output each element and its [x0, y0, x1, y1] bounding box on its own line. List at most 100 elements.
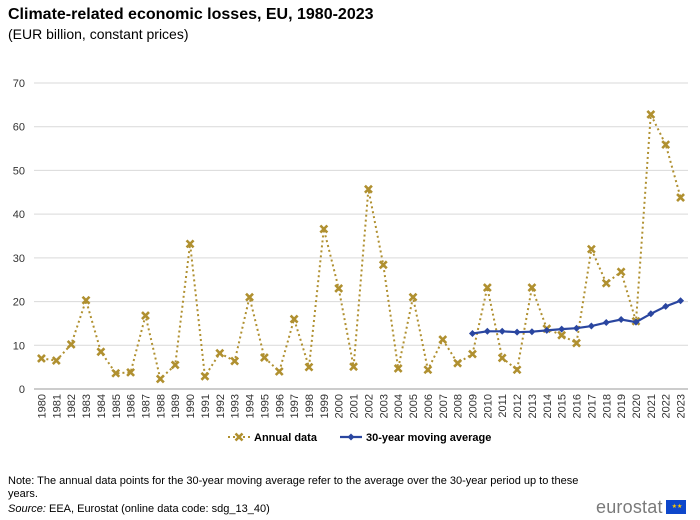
point-marker: [230, 356, 240, 366]
logo-text: eurostat: [596, 496, 663, 517]
data-point-annual: [51, 356, 61, 366]
x-tick-label: 2011: [497, 394, 509, 418]
point-marker: [497, 353, 507, 363]
x-tick-label: 2009: [467, 394, 479, 418]
y-axis-ticks: 0 10 20 30 40 50 60 70: [13, 78, 25, 396]
x-tick-label: 1995: [259, 394, 271, 418]
legend-label-annual: Annual data: [254, 432, 318, 444]
point-marker: [661, 140, 671, 150]
data-point-annual: [512, 365, 522, 375]
x-tick-label: 1991: [200, 394, 212, 418]
point-marker: [170, 360, 180, 370]
x-tick-label: 2002: [363, 394, 375, 418]
point-marker: [364, 184, 373, 194]
data-point-annual: [126, 367, 136, 377]
legend-label-moving-average: 30-year moving average: [366, 432, 491, 444]
x-tick-label: 1993: [230, 394, 242, 418]
data-point-annual: [185, 239, 195, 249]
footnote: Note: The annual data points for the 30-…: [8, 475, 579, 500]
data-point-annual: [497, 353, 507, 363]
point-marker: [601, 278, 611, 288]
data-point-annual: [572, 338, 581, 348]
data-point-annual: [453, 358, 463, 368]
point-marker: [111, 368, 121, 378]
x-tick-label: 2010: [482, 394, 494, 418]
point-marker: [676, 193, 685, 202]
x-tick-label: 1985: [111, 394, 123, 418]
data-point-moving-average: [647, 310, 655, 318]
x-axis-ticks: 1980 1981 1982 1983 1984 1985 1986 1987 1988 1989…: [36, 394, 687, 418]
point-marker: [482, 283, 492, 293]
point-marker: [289, 314, 299, 324]
data-point-annual: [274, 367, 284, 376]
y-tick-label: 60: [13, 122, 25, 134]
y-tick-label: 40: [13, 209, 25, 221]
x-tick-label: 2003: [378, 394, 390, 418]
data-point-annual: [378, 260, 388, 270]
x-tick-label: 2008: [453, 394, 465, 418]
data-point-annual: [304, 362, 314, 372]
x-tick-label: 1986: [126, 394, 138, 418]
data-point-annual: [676, 193, 685, 202]
data-point-annual: [586, 244, 596, 254]
x-tick-label: 1981: [51, 394, 63, 418]
data-point-annual: [393, 364, 403, 373]
data-point-annual: [200, 371, 210, 381]
point-marker: [141, 311, 150, 320]
point-marker: [468, 349, 477, 359]
series-group: [37, 110, 685, 384]
data-point-moving-average: [558, 325, 566, 333]
data-point-moving-average: [587, 322, 595, 330]
point-marker: [304, 362, 314, 372]
data-point-annual: [96, 347, 106, 357]
point-marker: [96, 347, 106, 357]
data-point-annual: [601, 278, 611, 288]
data-point-moving-average: [602, 319, 610, 327]
line-chart: 0 10 20 30 40 50 60 70 1980 1981 1982 1983 1984 1985…: [13, 78, 688, 444]
x-tick-label: 2015: [557, 394, 569, 418]
legend-marker-annual: [234, 432, 244, 442]
point-marker: [572, 338, 581, 348]
point-marker: [527, 283, 537, 293]
x-tick-label: 2000: [334, 394, 346, 418]
data-point-annual: [349, 362, 358, 372]
x-tick-label: 2006: [423, 394, 435, 418]
y-tick-label: 0: [19, 384, 25, 396]
source-line: Source: EEA, Eurostat (online data code:…: [8, 503, 270, 515]
y-tick-label: 70: [13, 78, 25, 90]
x-tick-label: 2018: [601, 394, 613, 418]
point-marker: [37, 353, 46, 363]
data-point-annual: [155, 374, 165, 384]
x-tick-label: 1992: [215, 394, 227, 418]
x-tick-label: 2017: [586, 394, 598, 418]
y-tick-label: 20: [13, 297, 25, 309]
data-point-annual: [215, 348, 225, 358]
x-tick-label: 1996: [274, 394, 286, 418]
data-point-moving-average: [528, 328, 536, 336]
point-marker: [334, 284, 344, 293]
point-marker: [51, 356, 61, 366]
x-tick-label: 1988: [155, 394, 167, 418]
data-point-annual: [170, 360, 180, 370]
eu-flag-icon: ★★: [665, 500, 686, 514]
x-tick-label: 1998: [304, 394, 316, 418]
point-marker: [215, 348, 225, 358]
point-marker: [423, 365, 433, 375]
point-marker: [349, 362, 358, 372]
data-point-annual: [661, 140, 671, 150]
data-point-moving-average: [498, 327, 506, 335]
point-marker: [259, 353, 269, 362]
x-tick-label: 2004: [393, 394, 405, 418]
data-point-annual: [319, 224, 329, 234]
data-point-annual: [81, 295, 91, 305]
data-point-annual: [438, 335, 448, 345]
data-point-annual: [141, 311, 150, 320]
x-tick-label: 1982: [66, 394, 78, 418]
data-point-annual: [616, 267, 626, 277]
x-tick-label: 2022: [661, 394, 673, 418]
point-marker: [616, 267, 626, 277]
x-tick-label: 2016: [572, 394, 584, 418]
data-point-moving-average: [513, 328, 521, 336]
data-point-annual: [289, 314, 299, 324]
x-tick-label: 2021: [646, 394, 658, 418]
